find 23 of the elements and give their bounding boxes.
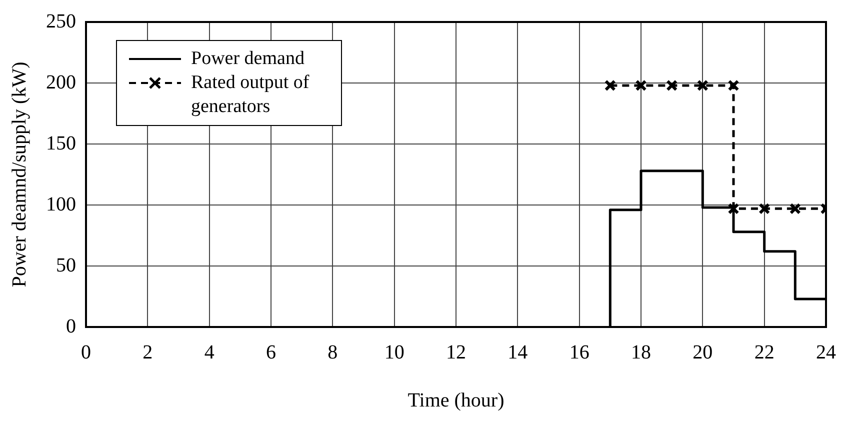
y-tick-label: 0 (66, 315, 76, 338)
legend-label: Power demand (191, 47, 306, 71)
x-tick-label: 2 (142, 341, 153, 364)
x-tick-label: 22 (754, 341, 774, 364)
x-tick-label: 10 (384, 341, 404, 364)
y-tick-label: 100 (46, 193, 76, 216)
x-tick-label: 12 (446, 341, 466, 364)
x-axis-title: Time (hour) (408, 389, 504, 412)
y-tick-label: 150 (46, 132, 76, 154)
x-tick-label: 16 (569, 341, 590, 364)
x-tick-label: 24 (816, 341, 836, 364)
y-tick-label: 200 (46, 71, 76, 94)
x-tick-label: 4 (204, 341, 214, 364)
y-tick-label: 50 (56, 254, 76, 276)
x-tick-label: 6 (266, 341, 276, 364)
x-tick-label: 14 (508, 341, 528, 364)
y-axis-title: Power deamnd/supply (kW) (8, 62, 30, 288)
legend-label: Rated output of generators (191, 71, 310, 119)
x-tick-label: 20 (692, 341, 713, 364)
y-tick-label: 250 (46, 10, 76, 32)
x-tick-label: 8 (328, 341, 338, 364)
x-tick-label: 0 (81, 341, 91, 364)
x-tick-label: 18 (631, 341, 651, 364)
